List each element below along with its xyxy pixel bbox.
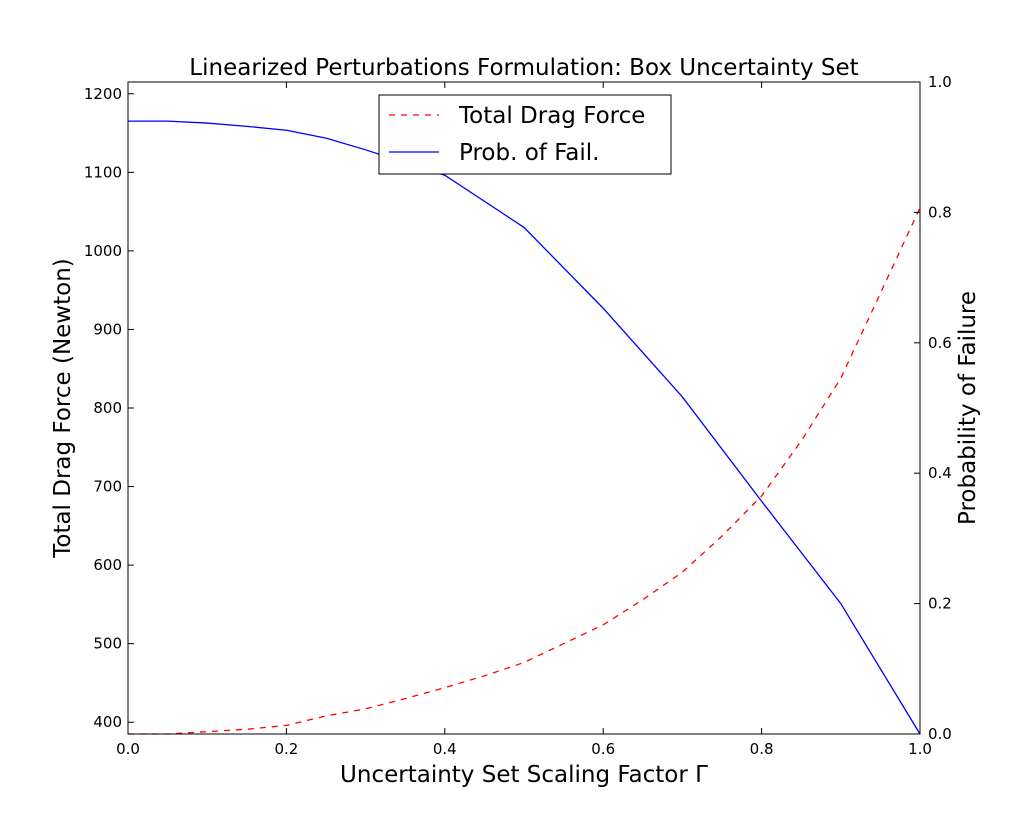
y-left-tick-label: 800 [93, 399, 122, 417]
legend: Total Drag Force Prob. of Fail. [378, 94, 672, 175]
chart-title: Linearized Perturbations Formulation: Bo… [189, 55, 858, 81]
y-right-tick-label: 0.4 [928, 464, 952, 482]
y-left-tick-label: 400 [93, 713, 122, 731]
legend-label-prob-of-fail: Prob. of Fail. [459, 140, 600, 166]
y-right-tick-label: 0.6 [928, 334, 952, 352]
y-right-tick-label: 1.0 [928, 73, 952, 91]
y-right-tick-label: 0.8 [928, 203, 952, 221]
x-axis-label: Uncertainty Set Scaling Factor Γ [340, 762, 708, 788]
y-axis-right-label: Probability of Failure [955, 291, 981, 525]
ticks-layer: 0.0 0.2 0.4 0.6 0.8 1.0 400 500 600 700 800 900 1000… [84, 73, 952, 758]
y-left-tick-label: 1000 [84, 242, 122, 260]
y-left-tick-label: 700 [93, 478, 122, 496]
x-tick-label: 0.6 [591, 740, 615, 758]
y-right-tick-label: 0.2 [928, 595, 952, 613]
y-left-tick-label: 1100 [84, 163, 122, 181]
y-left-tick-label: 1200 [84, 85, 122, 103]
x-tick-label: 0.0 [116, 740, 140, 758]
x-tick-label: 0.2 [274, 740, 298, 758]
y-left-tick-label: 900 [93, 320, 122, 338]
x-tick-label: 0.8 [750, 740, 774, 758]
series-line-total-drag-force [128, 207, 921, 735]
x-tick-label: 1.0 [908, 740, 932, 758]
legend-box [378, 94, 672, 175]
x-tick-label: 0.4 [433, 740, 457, 758]
y-left-tick-label: 500 [93, 635, 122, 653]
legend-label-total-drag-force: Total Drag Force [458, 103, 645, 129]
y-left-tick-label: 600 [93, 556, 122, 574]
y-right-tick-label: 0.0 [928, 725, 952, 743]
y-axis-left-label: Total Drag Force (Newton) [50, 258, 76, 559]
